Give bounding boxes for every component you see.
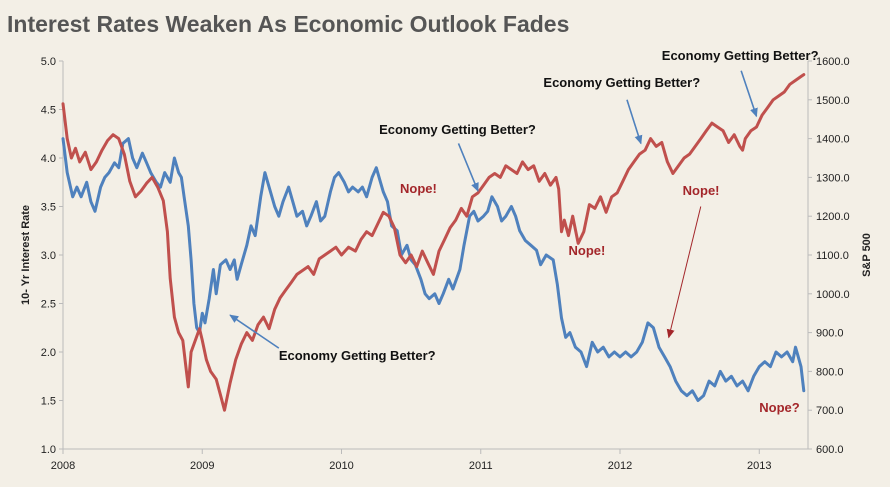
y-right-tick-label: 1300.0 — [816, 172, 850, 184]
x-tick-label: 2010 — [329, 460, 353, 472]
y-axis-right-title: S&P 500 — [861, 233, 873, 277]
y-right-tick-label: 1500.0 — [816, 95, 850, 107]
annotation-nope: Nope! — [568, 243, 605, 258]
annotation-economy-better: Economy Getting Better? — [379, 122, 536, 137]
annotations: Economy Getting Better? Economy Getting B… — [229, 48, 819, 415]
y-left-tick-label: 1.0 — [41, 444, 56, 456]
annotation-arrow — [457, 143, 479, 192]
chart-title: Interest Rates Weaken As Economic Outloo… — [7, 11, 569, 37]
y-left-tick-label: 3.0 — [41, 250, 56, 262]
y-left-tick-label: 5.0 — [41, 56, 56, 68]
annotation-nope: Nope? — [759, 400, 800, 415]
annotation-arrow — [740, 70, 758, 118]
annotation-economy-better: Economy Getting Better? — [662, 48, 819, 63]
x-tick-label: 2012 — [608, 460, 632, 472]
y-right-tick-label: 800.0 — [816, 366, 844, 378]
y-left-tick-label: 4.5 — [41, 105, 56, 117]
y-axis-left-title: 10- Yr Interest Rate — [20, 205, 32, 305]
y-right-tick-label: 1400.0 — [816, 134, 850, 146]
y-right-tick-label: 1600.0 — [816, 56, 850, 68]
annotation-economy-better: Economy Getting Better? — [279, 348, 436, 363]
y-left-tick-label: 4.0 — [41, 153, 56, 165]
y-right-tick-label: 600.0 — [816, 444, 844, 456]
annotation-arrow — [666, 206, 702, 339]
annotation-nope: Nope! — [683, 183, 720, 198]
y-right-tick-label: 1000.0 — [816, 289, 850, 301]
sp500-line — [61, 73, 806, 412]
annotation-nope: Nope! — [400, 181, 437, 196]
y-left-tick-label: 3.5 — [41, 202, 56, 214]
annotation-economy-better: Economy Getting Better? — [543, 75, 700, 90]
y-right-tick-label: 1100.0 — [816, 250, 849, 262]
annotation-arrow — [229, 314, 280, 349]
y-left-tick-label: 1.5 — [41, 396, 56, 408]
series-lines — [61, 73, 806, 412]
x-tick-label: 2009 — [190, 460, 214, 472]
x-tick-label: 2011 — [469, 460, 493, 472]
x-tick-label: 2008 — [51, 460, 75, 472]
tick-labels: 1.0 1.5 2.0 2.5 3.0 3.5 4.0 4.5 5.0 600.0 700.0 800… — [41, 56, 850, 472]
y-left-tick-label: 2.0 — [41, 347, 56, 359]
y-left-tick-label: 2.5 — [41, 299, 56, 311]
x-tick-label: 2013 — [747, 460, 771, 472]
interest-rate-line — [61, 137, 806, 402]
y-right-tick-label: 700.0 — [816, 405, 844, 417]
annotation-arrow — [626, 99, 643, 145]
y-right-tick-label: 900.0 — [816, 328, 844, 340]
y-right-tick-label: 1200.0 — [816, 211, 850, 223]
